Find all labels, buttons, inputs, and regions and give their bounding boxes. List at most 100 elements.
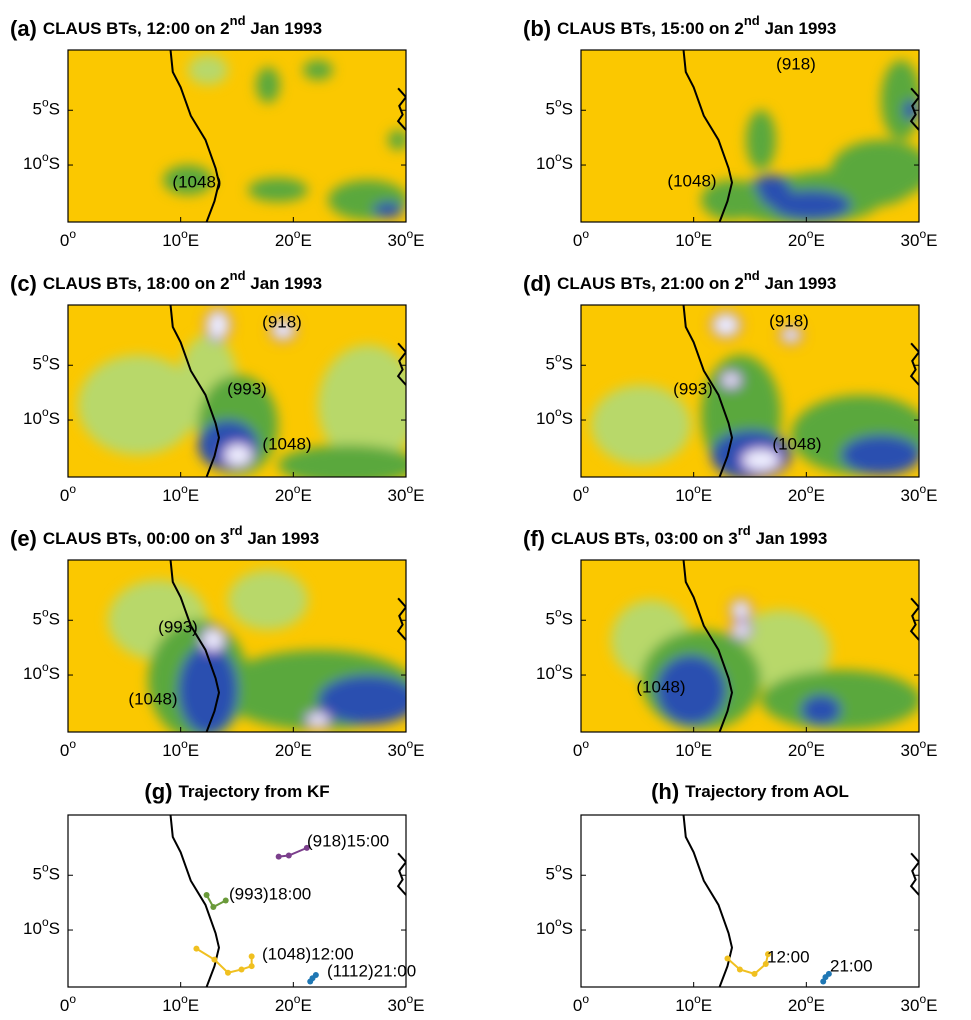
track-label: (1112)21:00 <box>327 961 416 980</box>
degree: o <box>42 150 49 164</box>
trajectory-point <box>224 969 231 976</box>
coastline <box>396 852 406 896</box>
cloud <box>221 441 255 469</box>
coastline <box>169 305 221 477</box>
panel-label: (c) <box>10 271 37 296</box>
degree: o <box>582 227 589 241</box>
degree: o <box>294 482 301 496</box>
plot-frame <box>580 814 920 988</box>
tick-number: 10 <box>675 231 694 250</box>
tick-number: 10 <box>23 410 42 429</box>
cloud <box>729 598 753 622</box>
x-tick-label: 10oE <box>162 992 199 1015</box>
degree: o <box>294 992 301 1006</box>
degree: o <box>181 737 188 751</box>
system-label: (1048) <box>772 434 821 453</box>
title-rest: Jan 1993 <box>246 19 323 38</box>
coastline <box>169 560 221 732</box>
cloud <box>729 620 753 640</box>
hemisphere: E <box>926 231 937 250</box>
tick-number: 20 <box>788 486 807 505</box>
trajectory-point <box>248 953 255 960</box>
tick-number: 30 <box>388 486 407 505</box>
tick-number: 5 <box>33 355 42 374</box>
cloud <box>701 180 761 220</box>
trajectory-point <box>203 891 210 898</box>
panel-title: (h) Trajectory from AOL <box>651 779 849 804</box>
system-label: (993) <box>673 379 713 398</box>
tick-number: 10 <box>162 741 181 760</box>
hemisphere: E <box>701 231 712 250</box>
tick-number: 0 <box>60 996 69 1015</box>
tick-number: 0 <box>60 741 69 760</box>
hemisphere: E <box>926 996 937 1015</box>
panel-title: (f) CLAUS BTs, 03:00 on 3rd Jan 1993 <box>523 523 827 550</box>
y-tick-label: 10oS <box>23 915 60 938</box>
coastline <box>909 342 919 386</box>
tick-number: 5 <box>33 100 42 119</box>
x-tick-label: 0o <box>573 482 589 505</box>
degree: o <box>694 992 701 1006</box>
bt-field <box>611 598 919 730</box>
bt-field <box>591 311 919 477</box>
degree: o <box>42 660 49 674</box>
title-text: Trajectory from AOL <box>685 782 849 801</box>
panel-label: (e) <box>10 526 37 551</box>
bt-blobs <box>591 311 919 477</box>
plot-frame <box>67 304 407 478</box>
cloud <box>779 325 803 345</box>
coastline <box>909 87 919 131</box>
hemisphere: E <box>300 231 311 250</box>
tick-number: 5 <box>546 100 555 119</box>
degree: o <box>42 860 49 874</box>
tick-number: 10 <box>536 410 555 429</box>
title-sup: rd <box>738 523 751 538</box>
title-text: CLAUS BTs, 00:00 on 3 <box>43 529 230 548</box>
degree: o <box>807 482 814 496</box>
bt-blobs <box>611 598 919 730</box>
tick-number: 20 <box>788 741 807 760</box>
degree: o <box>807 737 814 751</box>
title-text: CLAUS BTs, 18:00 on 2 <box>43 274 230 293</box>
tick-number: 10 <box>536 155 555 174</box>
degree: o <box>555 860 562 874</box>
cloud <box>831 140 919 200</box>
cloud <box>771 190 851 220</box>
cloud <box>256 67 280 103</box>
tick-number: 10 <box>675 486 694 505</box>
degree: o <box>406 227 413 241</box>
cloud <box>719 370 743 390</box>
hemisphere: E <box>701 486 712 505</box>
tick-number: 5 <box>546 610 555 629</box>
degree: o <box>919 227 926 241</box>
degree: o <box>69 737 76 751</box>
tick-number: 30 <box>388 231 407 250</box>
title-text: CLAUS BTs, 03:00 on 3 <box>551 529 738 548</box>
title-sup: nd <box>744 13 760 28</box>
trajectory-point <box>238 966 245 973</box>
x-tick-label: 30oE <box>901 992 938 1015</box>
cloud <box>318 345 406 465</box>
trajectory-point <box>275 853 282 860</box>
panel-label: (b) <box>523 16 551 41</box>
degree: o <box>42 605 49 619</box>
degree: o <box>406 992 413 1006</box>
x-tick-label: 30oE <box>388 227 425 250</box>
x-tick-label: 20oE <box>275 737 312 760</box>
hemisphere: E <box>300 486 311 505</box>
panel-title: (g) Trajectory from KF <box>144 779 329 804</box>
trajectory-point <box>825 970 832 977</box>
system-label: (918) <box>769 311 809 330</box>
x-tick-label: 30oE <box>388 482 425 505</box>
cloud <box>318 675 406 725</box>
panel-title: (e) CLAUS BTs, 00:00 on 3rd Jan 1993 <box>10 523 319 550</box>
panel-title: (b) CLAUS BTs, 15:00 on 2nd Jan 1993 <box>523 13 836 40</box>
trajectory-point <box>211 956 218 963</box>
system-label: (1048) <box>667 171 716 190</box>
cloud <box>188 55 228 85</box>
tick-number: 5 <box>546 865 555 884</box>
panel-label: (d) <box>523 271 551 296</box>
y-tick-label: 5oS <box>33 605 61 628</box>
cloud <box>656 655 726 725</box>
